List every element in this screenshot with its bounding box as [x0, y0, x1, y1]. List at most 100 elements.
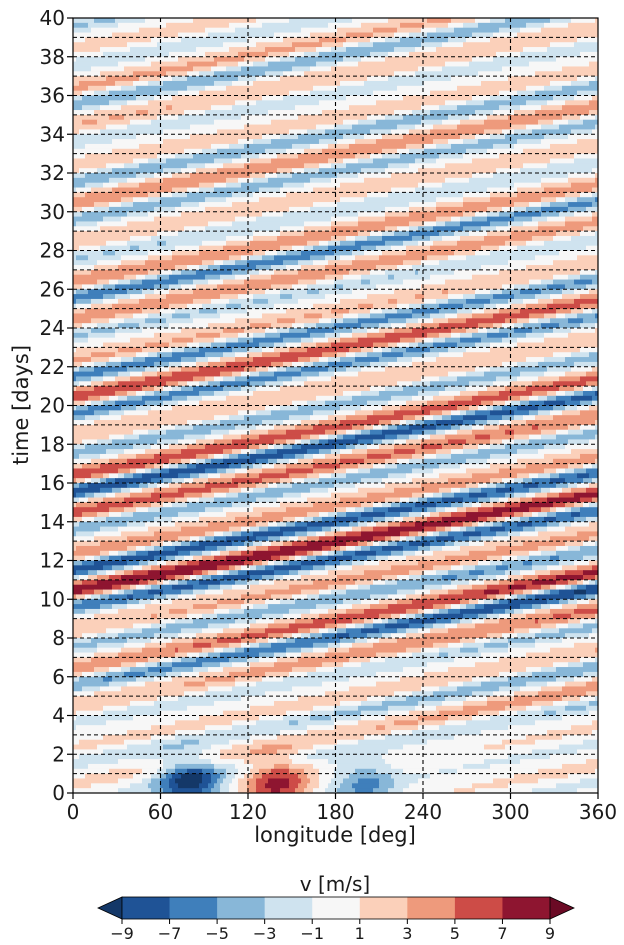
field-cell [307, 531, 317, 537]
field-cell [388, 76, 452, 82]
field-cell [274, 618, 296, 625]
field-cell [73, 27, 92, 34]
field-cell [433, 337, 446, 344]
field-cell [526, 652, 598, 658]
field-cell [145, 366, 158, 373]
field-cell [103, 400, 116, 407]
field-cell [319, 449, 332, 455]
field-cell [385, 168, 419, 174]
field-cell [166, 105, 173, 111]
field-cell [142, 628, 182, 634]
field-cell [475, 662, 554, 668]
field-cell [286, 308, 332, 315]
field-cell [538, 449, 572, 455]
field-cell [133, 71, 167, 77]
field-cell [265, 56, 281, 63]
field-cell [583, 226, 598, 232]
field-cell [520, 531, 539, 537]
field-cell [100, 555, 110, 562]
field-cell [364, 623, 374, 629]
field-cell [382, 231, 395, 237]
field-cell [310, 778, 320, 784]
field-cell [547, 681, 566, 688]
field-cell [337, 604, 353, 610]
field-cell [82, 671, 95, 678]
field-cell [229, 255, 242, 261]
field-cell [247, 570, 275, 576]
field-cell [262, 313, 305, 319]
field-cell [79, 754, 200, 760]
field-cell [313, 337, 329, 344]
field-cell [73, 245, 80, 252]
field-cell [541, 487, 551, 494]
field-cell [565, 507, 572, 513]
field-cell [76, 492, 86, 499]
field-cell [145, 671, 167, 678]
field-cell [367, 332, 386, 339]
field-cell [331, 177, 365, 184]
field-cell [319, 240, 329, 247]
field-cell [574, 642, 598, 649]
field-cell [535, 720, 593, 726]
field-cell [556, 231, 581, 237]
field-cell [439, 463, 461, 470]
field-cell [529, 318, 539, 324]
field-cell [73, 158, 134, 164]
field-cell [73, 410, 95, 416]
field-cell [430, 129, 485, 135]
field-cell [451, 18, 476, 24]
field-cell [73, 143, 86, 150]
field-cell [121, 531, 155, 537]
field-cell [385, 734, 455, 741]
field-cell [250, 575, 263, 581]
field-cell [589, 110, 598, 116]
field-cell [286, 265, 302, 271]
field-cell [319, 778, 332, 784]
field-cell [478, 507, 494, 513]
field-cell [460, 221, 491, 227]
field-cell [250, 371, 260, 378]
field-cell [277, 250, 287, 256]
field-cell [160, 66, 194, 72]
field-cell [334, 410, 356, 416]
field-cell [556, 676, 575, 683]
field-cell [388, 342, 398, 348]
field-cell [214, 80, 233, 87]
field-cell [541, 429, 557, 436]
y-tick-label: 14 [40, 510, 65, 534]
field-cell [298, 773, 308, 780]
field-cell [175, 521, 209, 528]
field-cell [340, 458, 365, 465]
field-cell [472, 173, 494, 179]
field-cell [505, 444, 545, 450]
field-cell [319, 628, 329, 634]
field-cell [136, 662, 146, 668]
field-cell [571, 512, 581, 518]
field-cell [568, 439, 590, 445]
field-cell [580, 507, 598, 513]
field-cell [268, 298, 299, 305]
field-cell [439, 376, 458, 382]
field-cell [214, 390, 230, 397]
field-cell [511, 366, 548, 373]
field-cell [346, 415, 368, 421]
field-cell [82, 90, 95, 97]
field-cell [187, 497, 200, 503]
field-cell [439, 473, 473, 479]
field-cell [493, 143, 515, 150]
field-cell [85, 173, 137, 179]
field-cell [550, 536, 590, 542]
field-cell [463, 352, 554, 358]
field-cell [229, 143, 245, 150]
field-cell [214, 376, 224, 382]
field-cell [256, 521, 269, 528]
field-cell [400, 502, 416, 508]
field-cell [478, 710, 500, 717]
field-cell [220, 313, 263, 319]
field-cell [523, 512, 533, 518]
field-cell [499, 424, 533, 431]
field-cell [133, 570, 149, 576]
field-cell [574, 211, 593, 218]
field-cell [577, 579, 584, 586]
field-cell [505, 502, 521, 508]
